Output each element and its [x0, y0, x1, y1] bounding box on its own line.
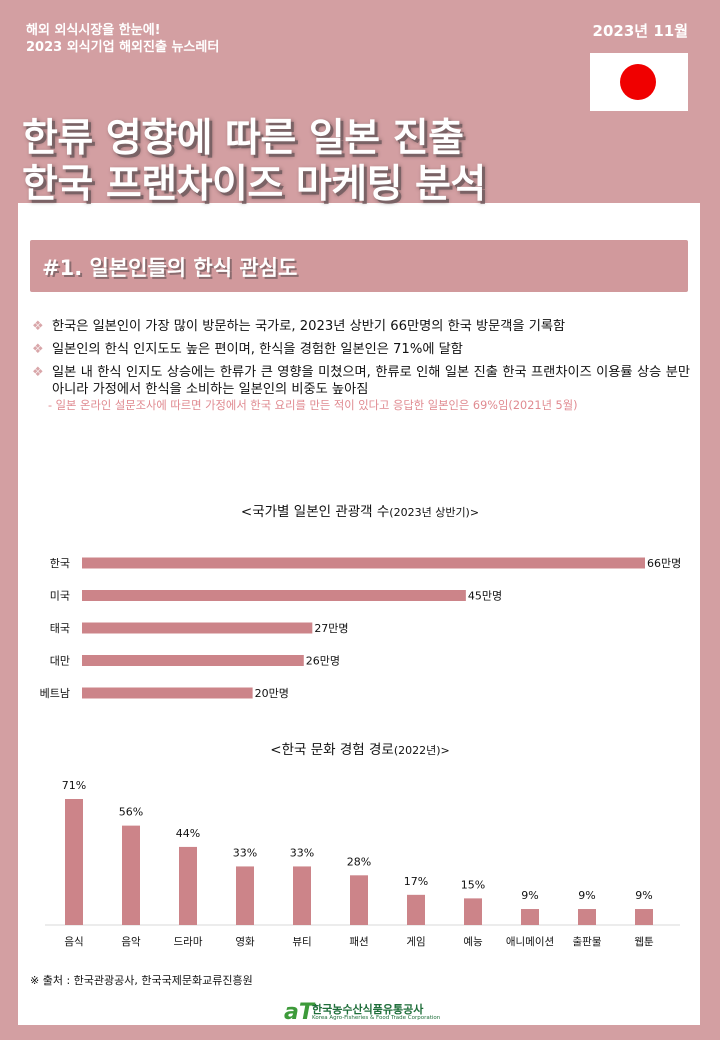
v-bar-value-label: 33%: [290, 846, 314, 859]
v-bar-value-label: 9%: [578, 889, 595, 902]
diamond-bullet-icon: ❖: [32, 342, 44, 357]
v-bar: [122, 825, 140, 925]
h-bar: [82, 687, 253, 699]
v-bar-value-label: 15%: [461, 878, 485, 891]
v-bar: [236, 866, 254, 925]
v-bar-value-label: 71%: [62, 779, 86, 792]
h-bar-value-label: 66만명: [647, 557, 681, 570]
title-line-2: 한국 프랜차이즈 마케팅 분석: [22, 162, 486, 207]
h-bar-value-label: 27만명: [314, 622, 348, 635]
flag-sun-circle: [620, 64, 656, 100]
title-line-1: 한류 영향에 따른 일본 진출: [22, 116, 464, 161]
at-logo: aT 한국농수산식품유통공사 Korea Agro-Fisheries & Fo…: [284, 1000, 454, 1026]
v-bar-category-label: 패션: [349, 936, 368, 948]
v-bar: [179, 846, 197, 925]
bullet-text: 일본 내 한식 인지도 상승에는 한류가 큰 영향을 미쳤으며, 한류로 인해 …: [52, 365, 690, 397]
v-bar-category-label: 영화: [235, 936, 255, 948]
v-bar-value-label: 28%: [347, 855, 371, 868]
bullet-text: 한국은 일본인이 가장 많이 방문하는 국가로, 2023년 상반기 66만명의…: [52, 319, 566, 334]
issue-date: 2023년 11월: [592, 22, 688, 40]
v-bar: [521, 909, 539, 925]
v-bar-category-label: 음식: [64, 936, 83, 948]
chart1-subtitle: (2023년 상반기)>: [389, 506, 480, 519]
h-bar-category-label: 한국: [50, 557, 70, 570]
bullet-item: ❖ 일본 내 한식 인지도 상승에는 한류가 큰 영향을 미쳤으며, 한류로 인해…: [30, 364, 690, 398]
page-title: 한류 영향에 따른 일본 진출 한국 프랜차이즈 마케팅 분석: [22, 116, 486, 208]
chart2-title: <한국 문화 경험 경로(2022년)>: [0, 738, 720, 758]
logo-mark: aT: [284, 1000, 314, 1025]
chart1-title-main: <국가별 일본인 관광객 수: [240, 504, 390, 520]
section-heading-bar: #1. 일본인들의 한식 관심도: [30, 240, 688, 292]
v-bar-category-label: 뷰티: [292, 936, 311, 948]
culture-bar-chart: 71% 음식 56% 음악 44% 드라마 33% 영화 33% 뷰티 28% 패션 17% 게임 15% 예…: [45, 779, 680, 948]
h-bar-value-label: 45만명: [468, 590, 502, 603]
v-bar-value-label: 56%: [119, 806, 143, 819]
section-heading: #1. 일본인들의 한식 관심도: [42, 256, 298, 280]
v-bar-value-label: 33%: [233, 846, 257, 859]
source-note: ※ 출처 : 한국관광공사, 한국국제문화교류진흥원: [30, 974, 253, 987]
v-bar-category-label: 음악: [121, 936, 141, 948]
v-bar-category-label: 게임: [406, 935, 425, 948]
v-bar-value-label: 9%: [521, 889, 538, 902]
h-bar-value-label: 20만명: [255, 687, 289, 700]
chart2-subtitle: (2022년)>: [393, 744, 450, 757]
h-bar-category-label: 대만: [50, 655, 70, 668]
v-bar: [293, 866, 311, 925]
newsletter-header: 해외 외식시장을 한눈에! 2023 외식기업 해외진출 뉴스레터: [26, 22, 219, 56]
v-bar: [65, 799, 83, 925]
h-bar-value-label: 26만명: [306, 655, 340, 668]
v-bar: [635, 909, 653, 925]
v-bar-category-label: 웹툰: [634, 936, 654, 948]
h-bar: [82, 622, 313, 634]
h-bar: [82, 655, 304, 666]
v-bar-category-label: 출판물: [573, 936, 602, 948]
diamond-bullet-icon: ❖: [32, 365, 44, 380]
v-bar-category-label: 애니메이션: [506, 936, 554, 948]
v-bar-category-label: 예능: [463, 935, 483, 948]
bullet-list: ❖ 한국은 일본인이 가장 많이 방문하는 국가로, 2023년 상반기 66만명…: [30, 318, 690, 414]
bullet-text: 일본인의 한식 인지도도 높은 편이며, 한식을 경험한 일본인은 71%에 달…: [52, 342, 463, 357]
h-bar: [82, 590, 466, 601]
v-bar: [578, 909, 596, 925]
h-bar: [82, 557, 645, 569]
chart1-title: <국가별 일본인 관광객 수(2023년 상반기)>: [0, 500, 720, 520]
v-bar: [464, 898, 482, 925]
diamond-bullet-icon: ❖: [32, 319, 44, 334]
h-bar-category-label: 미국: [50, 590, 70, 603]
h-bar-category-label: 베트남: [40, 687, 70, 700]
logo-english-name: Korea Agro-Fisheries & Food Trade Corpor…: [312, 1015, 441, 1021]
chart2-title-main: <한국 문화 경험 경로: [270, 742, 394, 758]
h-bar-category-label: 태국: [50, 622, 70, 635]
v-bar-value-label: 9%: [635, 889, 652, 902]
v-bar-value-label: 17%: [404, 875, 428, 888]
v-bar: [350, 875, 368, 925]
header-line-2: 2023 외식기업 해외진출 뉴스레터: [26, 40, 220, 55]
header-line-1: 해외 외식시장을 한눈에!: [26, 23, 161, 38]
v-bar: [407, 894, 425, 925]
bullet-item: ❖ 일본인의 한식 인지도도 높은 편이며, 한식을 경험한 일본인은 71%에 …: [30, 341, 690, 358]
v-bar-category-label: 드라마: [174, 936, 203, 948]
logo-korean-name: 한국농수산식품유통공사: [312, 1003, 424, 1016]
bullet-item: ❖ 한국은 일본인이 가장 많이 방문하는 국가로, 2023년 상반기 66만명…: [30, 318, 690, 335]
japan-flag-icon: [590, 53, 688, 111]
v-bar-value-label: 44%: [176, 827, 200, 840]
survey-note: - 일본 온라인 설문조사에 따르면 가정에서 한국 요리를 만든 적이 있다고…: [48, 399, 578, 412]
